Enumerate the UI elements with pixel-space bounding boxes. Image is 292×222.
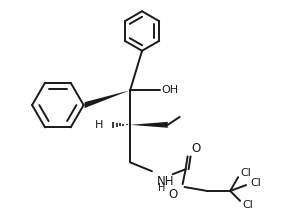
Text: O: O (168, 188, 178, 201)
Text: Cl: Cl (240, 168, 251, 178)
Text: O: O (192, 143, 201, 155)
Text: Cl: Cl (250, 178, 261, 188)
Text: NH: NH (157, 175, 174, 188)
Polygon shape (130, 122, 168, 128)
Text: OH: OH (162, 85, 179, 95)
Text: H: H (95, 120, 103, 130)
Text: H: H (158, 183, 165, 193)
Polygon shape (85, 90, 130, 108)
Text: Cl: Cl (242, 200, 253, 210)
